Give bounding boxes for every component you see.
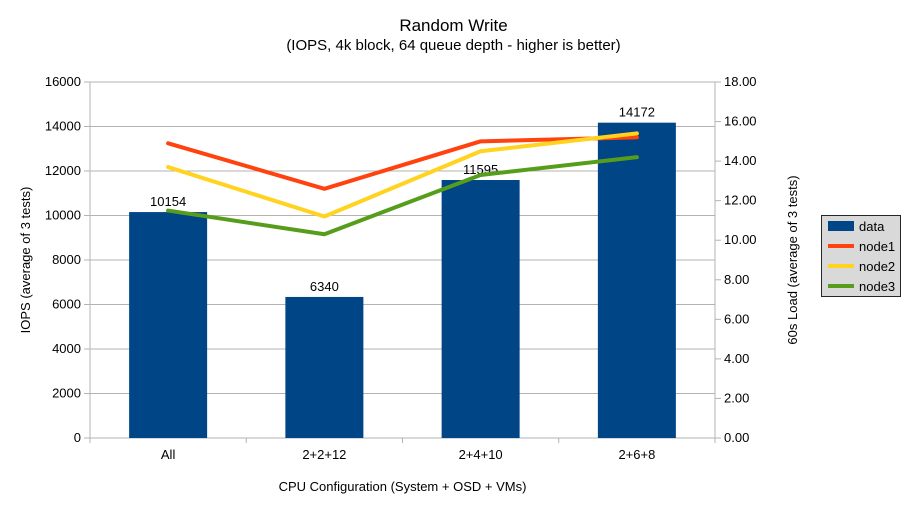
left-tick-label: 16000 <box>45 74 81 89</box>
right-tick-label: 6.00 <box>724 311 749 326</box>
bar-series-data <box>129 122 676 439</box>
category-label: 2+4+10 <box>459 447 503 462</box>
legend-label: node2 <box>859 258 896 274</box>
category-label: 2+6+8 <box>618 447 655 462</box>
right-tick-label: 12.00 <box>724 193 757 208</box>
category-label: All <box>161 447 176 462</box>
bar-value-label: 10154 <box>150 194 186 209</box>
legend-swatch-node2 <box>828 264 854 268</box>
right-tick-label: 0.00 <box>724 430 749 445</box>
legend-label: data <box>859 218 885 234</box>
left-tick-label: 10000 <box>45 208 81 223</box>
bar <box>285 296 364 438</box>
right-tick-label: 16.00 <box>724 114 757 129</box>
right-axis-title: 60s Load (average of 3 tests) <box>785 175 800 345</box>
left-tick-label: 4000 <box>52 341 81 356</box>
bar-value-label: 6340 <box>310 279 339 294</box>
right-tick-label: 4.00 <box>724 351 749 366</box>
right-tick-label: 18.00 <box>724 74 757 89</box>
left-tick-label: 0 <box>74 430 81 445</box>
legend-item-node2: node2 <box>828 260 900 273</box>
left-tick-label: 6000 <box>52 297 81 312</box>
left-tick-label: 14000 <box>45 119 81 134</box>
legend-label: node3 <box>859 278 896 294</box>
legend-swatch-node3 <box>828 284 854 288</box>
right-tick-label: 8.00 <box>724 272 749 287</box>
right-tick-label: 10.00 <box>724 232 757 247</box>
right-tick-label: 14.00 <box>724 153 757 168</box>
left-tick-label: 8000 <box>52 252 81 267</box>
bar-value-label: 14172 <box>619 105 655 120</box>
category-label: 2+2+12 <box>302 447 346 462</box>
legend-swatch-data <box>828 221 854 231</box>
chart-title: Random Write <box>399 16 508 35</box>
legend-item-node1: node1 <box>828 240 900 253</box>
left-axis-title: IOPS (average of 3 tests) <box>18 186 33 334</box>
legend-item-data: data <box>828 220 900 233</box>
bar <box>441 180 520 439</box>
left-tick-label: 12000 <box>45 163 81 178</box>
series-line-node3 <box>166 155 639 237</box>
bar <box>597 122 676 438</box>
series-line-node1 <box>166 135 639 191</box>
left-tick-label: 2000 <box>52 386 81 401</box>
right-tick-label: 2.00 <box>724 390 749 405</box>
series-line-node2 <box>166 131 639 219</box>
chart-subtitle: (IOPS, 4k block, 64 queue depth - higher… <box>286 37 621 54</box>
legend-label: node1 <box>859 238 896 254</box>
legend: data node1 node2 node3 <box>821 215 901 297</box>
legend-item-node3: node3 <box>828 280 900 293</box>
legend-swatch-node1 <box>828 244 854 248</box>
bar <box>129 212 208 438</box>
x-axis-title: CPU Configuration (System + OSD + VMs) <box>278 479 527 494</box>
